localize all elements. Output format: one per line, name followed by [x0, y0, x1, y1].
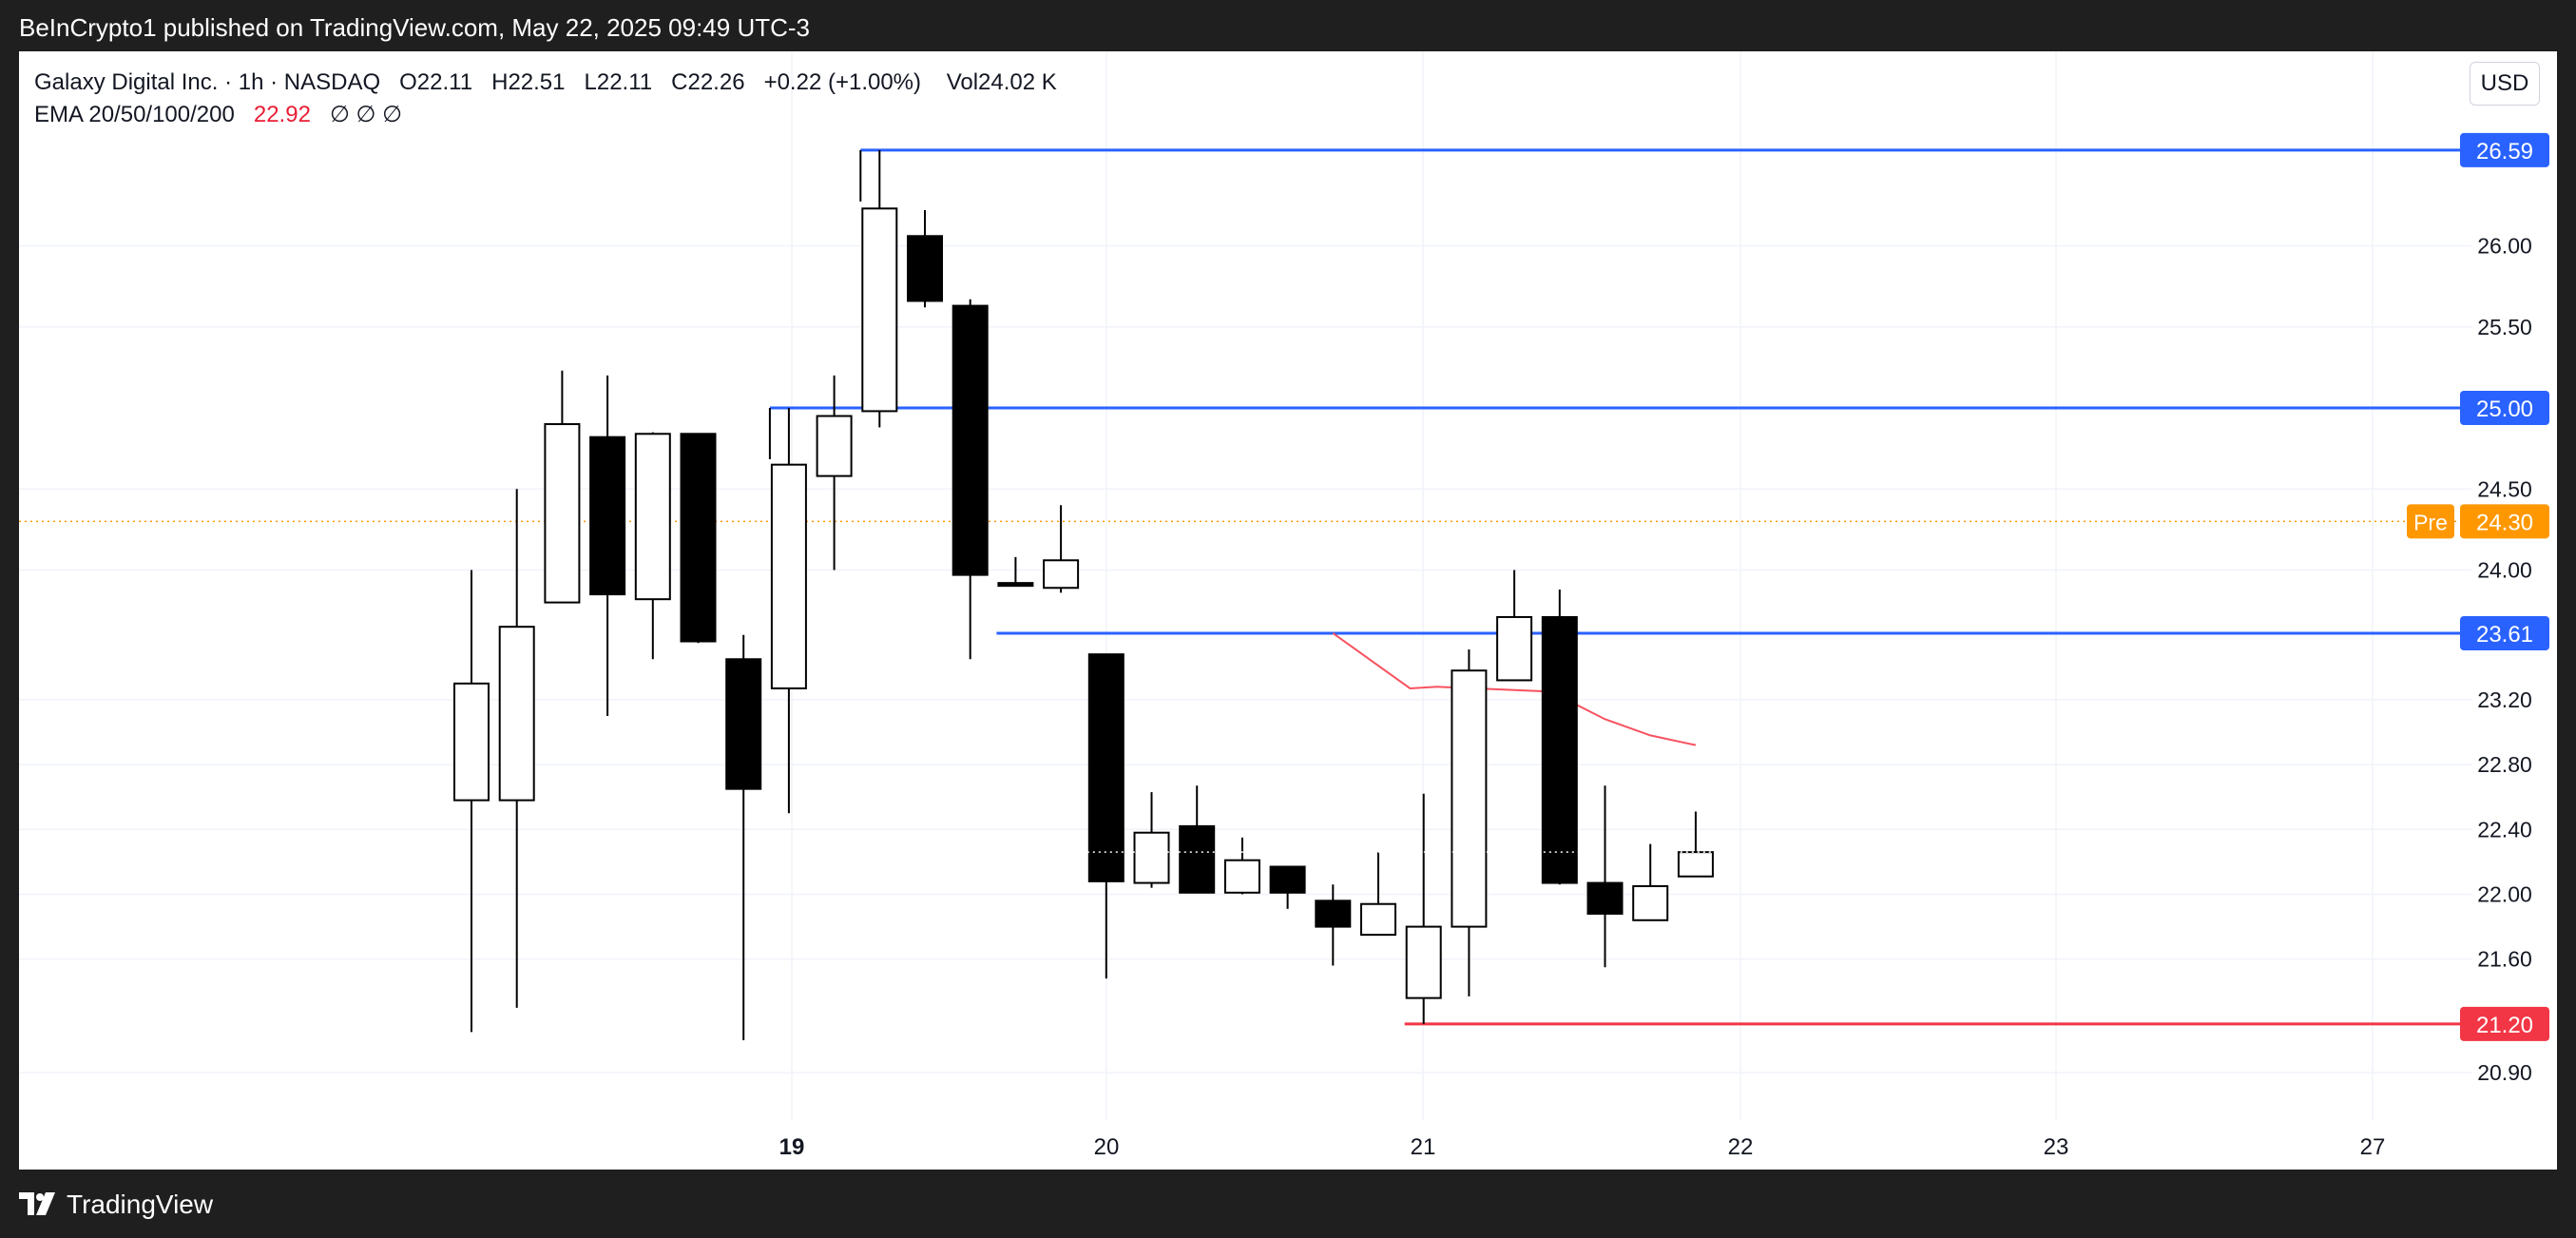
x-tick-label: 19 [779, 1134, 805, 1160]
x-tick-label: 21 [1411, 1134, 1436, 1160]
y-tick-label: 22.80 [2477, 752, 2532, 777]
x-tick-label: 23 [2044, 1134, 2069, 1160]
price-badge [2460, 1006, 2549, 1041]
candle-down [1541, 615, 1578, 884]
ohlc-low: L22.11 [584, 69, 653, 95]
grid [19, 51, 2471, 1120]
y-tick-label: 22.40 [2477, 817, 2532, 841]
candle-down [997, 582, 1034, 588]
y-tick-label: 24.00 [2477, 558, 2532, 583]
candle-down [952, 304, 989, 576]
candle-down [907, 235, 943, 302]
candle-up [1496, 615, 1533, 682]
symbol-row: Galaxy Digital Inc. · 1h · NASDAQ O22.11… [34, 67, 1057, 99]
price-badge [2460, 132, 2549, 167]
candle-up [1223, 859, 1260, 894]
y-tick-label: 23.20 [2477, 687, 2532, 712]
candle-up [498, 626, 535, 802]
symbol-info: Galaxy Digital Inc. · 1h · NASDAQ [34, 69, 381, 95]
pre-market-tag-label: Pre [2413, 510, 2448, 534]
price-badge-label: 21.20 [2476, 1013, 2533, 1038]
candles [453, 149, 1715, 1040]
candle-down [680, 433, 717, 643]
y-tick-label: 24.50 [2477, 476, 2532, 501]
pre-market-badge [2460, 504, 2549, 539]
candle-down [1179, 824, 1216, 894]
y-tick-label: 22.00 [2477, 882, 2532, 907]
axes: 26.00 25.50 24.50 24.00 23.20 22.80 22.40 22.00… [779, 234, 2532, 1161]
ema-label: EMA 20/50/100/200 [34, 102, 235, 127]
y-tick-label: 21.60 [2477, 947, 2532, 972]
publish-info: BeInCrypto1 published on TradingView.com… [19, 13, 810, 42]
x-tick-label: 20 [1094, 1134, 1120, 1160]
candle-down [1315, 899, 1352, 928]
candle-up [770, 463, 807, 689]
y-tick-label: 20.90 [2477, 1060, 2532, 1085]
x-tick-label: 27 [2360, 1134, 2386, 1160]
volume-value: Vol24.02 K [946, 69, 1057, 95]
candle-up [1405, 925, 1442, 999]
footer-bar: TradingView [0, 1170, 2576, 1238]
currency-button[interactable]: USD [2470, 62, 2540, 106]
candle-down [589, 435, 626, 596]
candle-down [1269, 865, 1306, 894]
candle-up [544, 423, 581, 604]
price-badge-label: 25.00 [2476, 397, 2533, 422]
x-tick-label: 22 [1728, 1134, 1754, 1160]
candle-up [453, 682, 490, 802]
level-lines [19, 148, 2471, 1026]
price-badge [2460, 615, 2549, 650]
candle-up [1133, 831, 1170, 884]
chart-area[interactable] [19, 51, 2557, 1170]
ohlc-close: C22.26 [671, 69, 745, 95]
candle-up [816, 415, 853, 477]
ema-empty-values: ∅ ∅ ∅ [329, 102, 402, 127]
price-badges: 26.59 25.00 23.61 21.20 Pre 24.30 [2407, 132, 2549, 1041]
ohlc-change: +0.22 (+1.00%) [763, 69, 922, 95]
candle-down [1586, 881, 1624, 915]
tradingview-logo-icon [19, 1192, 55, 1215]
ohlc-open: O22.11 [399, 69, 473, 95]
price-badge-label: 26.59 [2476, 139, 2533, 164]
price-badge-label: 23.61 [2476, 622, 2533, 648]
candle-up [1360, 902, 1396, 937]
candle-down [1087, 653, 1125, 882]
candle-down [725, 658, 762, 790]
candle-up [861, 207, 898, 413]
candle-up [1451, 669, 1488, 928]
footer-brand: TradingView [67, 1190, 214, 1219]
ohlc-high: H22.51 [491, 69, 566, 95]
pre-market-tag [2407, 504, 2454, 539]
candle-up [1632, 884, 1669, 921]
ema-row[interactable]: EMA 20/50/100/200 22.92 ∅ ∅ ∅ [34, 99, 1057, 131]
ema-value: 22.92 [253, 102, 311, 127]
chart-legend: Galaxy Digital Inc. · 1h · NASDAQ O22.11… [34, 67, 1057, 131]
publish-header: BeInCrypto1 published on TradingView.com… [0, 0, 2576, 51]
candle-up [1677, 851, 1714, 878]
candle-up [1043, 559, 1080, 590]
y-tick-label: 26.00 [2477, 234, 2532, 259]
candle-up [634, 433, 671, 601]
price-badge [2460, 391, 2549, 425]
pre-market-price-label: 24.30 [2476, 510, 2533, 535]
y-tick-label: 25.50 [2477, 315, 2532, 339]
